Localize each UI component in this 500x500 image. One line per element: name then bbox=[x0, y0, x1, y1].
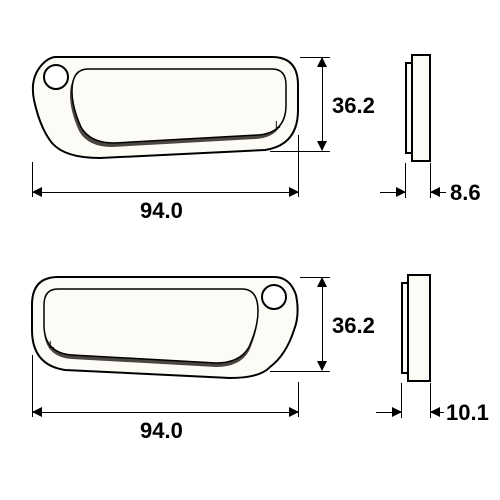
dim-thick-arrow bbox=[431, 412, 444, 413]
brake-pad-bottom-side bbox=[400, 273, 438, 385]
dim-width-arrow bbox=[33, 192, 298, 193]
dim-width-top: 94.0 bbox=[140, 198, 183, 224]
dim-thick-arrow bbox=[376, 412, 401, 413]
dim-thick-arrow bbox=[431, 192, 446, 193]
dim-thick-arrow bbox=[380, 192, 405, 193]
dim-thickness-top: 8.6 bbox=[450, 180, 481, 206]
dim-height-bottom: 36.2 bbox=[332, 313, 375, 339]
ext-line bbox=[270, 151, 330, 152]
dim-height-top: 36.2 bbox=[332, 93, 375, 119]
dim-width-bottom: 94.0 bbox=[140, 418, 183, 444]
brake-pad-bottom-front: L bbox=[30, 275, 300, 380]
dim-thickness-bottom: 10.1 bbox=[446, 400, 489, 426]
dim-height-arrow bbox=[322, 278, 323, 370]
brake-pad-top-side bbox=[404, 53, 438, 165]
dim-width-arrow bbox=[33, 412, 298, 413]
brake-pad-top-front: L bbox=[30, 55, 300, 160]
svg-text:L: L bbox=[275, 120, 281, 131]
dim-height-arrow bbox=[322, 58, 323, 150]
ext-line bbox=[270, 371, 330, 372]
diagram-container: L 94.0 36.2 8.6 L 94.0 36.2 10 bbox=[0, 0, 500, 500]
svg-text:L: L bbox=[49, 340, 55, 351]
